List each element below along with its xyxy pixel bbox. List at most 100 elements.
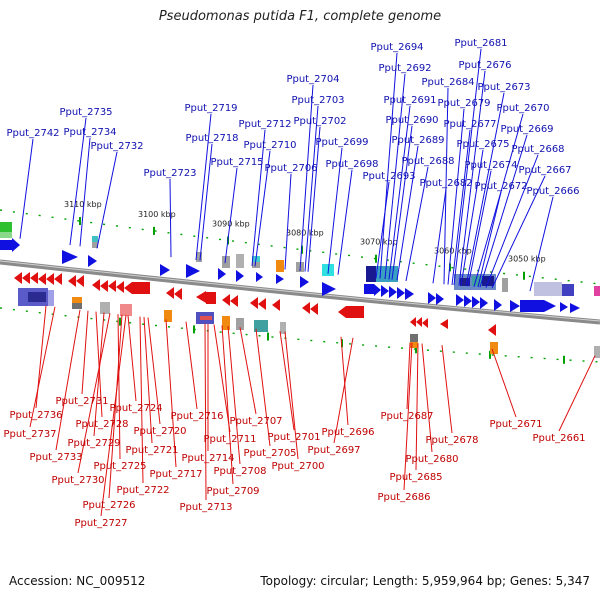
- gene-label-forward[interactable]: Pput_2675: [456, 139, 509, 150]
- feature-block[interactable]: [72, 303, 82, 309]
- feature-block[interactable]: [502, 278, 508, 292]
- feature-block[interactable]: [48, 290, 54, 306]
- gene-label-forward[interactable]: Pput_2704: [286, 74, 339, 85]
- gene-label-reverse[interactable]: Pput_2720: [133, 426, 186, 437]
- gene-arrow-fwd[interactable]: [160, 264, 170, 276]
- gene-label-forward[interactable]: Pput_2672: [474, 181, 527, 192]
- gene-label-reverse[interactable]: Pput_2680: [405, 454, 458, 465]
- gene-label-reverse[interactable]: Pput_2707: [229, 416, 282, 427]
- gene-label-reverse[interactable]: Pput_2730: [51, 475, 104, 486]
- gene-arrow-rev[interactable]: [302, 302, 310, 314]
- feature-block[interactable]: [222, 316, 230, 330]
- gene-label-reverse[interactable]: Pput_2727: [74, 518, 127, 529]
- gene-label-forward[interactable]: Pput_2703: [291, 95, 344, 106]
- gene-label-reverse[interactable]: Pput_2696: [321, 427, 374, 438]
- gene-label-reverse[interactable]: Pput_2686: [377, 492, 430, 503]
- gene-arrow-rev[interactable]: [116, 281, 124, 293]
- feature-block[interactable]: [276, 260, 284, 272]
- gene-arrow-fwd[interactable]: [520, 300, 544, 312]
- gene-arrow-rev[interactable]: [416, 317, 422, 327]
- gene-label-forward[interactable]: Pput_2734: [63, 127, 116, 138]
- feature-block[interactable]: [92, 236, 98, 242]
- gene-label-reverse[interactable]: Pput_2701: [267, 432, 320, 443]
- feature-block[interactable]: [534, 282, 562, 296]
- gene-label-forward[interactable]: Pput_2735: [59, 107, 112, 118]
- gene-label-reverse[interactable]: Pput_2724: [109, 403, 162, 414]
- gene-label-forward[interactable]: Pput_2676: [458, 60, 511, 71]
- gene-label-reverse[interactable]: Pput_2716: [170, 411, 223, 422]
- gene-arrow-rev[interactable]: [346, 306, 364, 318]
- gene-label-forward[interactable]: Pput_2673: [477, 82, 530, 93]
- gene-arrow-fwd[interactable]: [256, 272, 263, 282]
- gene-arrow-rev[interactable]: [22, 272, 30, 284]
- gene-label-reverse[interactable]: Pput_2671: [489, 419, 542, 430]
- gene-label-forward[interactable]: Pput_2715: [210, 157, 263, 168]
- gene-label-reverse[interactable]: Pput_2725: [93, 461, 146, 472]
- gene-label-forward[interactable]: Pput_2690: [385, 115, 438, 126]
- gene-arrow-rev[interactable]: [68, 275, 76, 287]
- gene-arrow-fwd[interactable]: [480, 297, 488, 309]
- feature-block[interactable]: [28, 292, 46, 302]
- gene-arrow-rev[interactable]: [440, 319, 448, 329]
- gene-label-reverse[interactable]: Pput_2685: [389, 472, 442, 483]
- gene-label-reverse[interactable]: Pput_2714: [181, 453, 234, 464]
- gene-arrow-rev[interactable]: [196, 291, 206, 303]
- gene-label-reverse[interactable]: Pput_2661: [532, 433, 585, 444]
- gene-label-forward[interactable]: Pput_2668: [511, 144, 564, 155]
- gene-arrow-fwd[interactable]: [236, 270, 244, 282]
- feature-block[interactable]: [72, 297, 82, 303]
- gene-label-reverse[interactable]: Pput_2733: [29, 452, 82, 463]
- gene-label-forward[interactable]: Pput_2674: [464, 160, 517, 171]
- gene-label-reverse[interactable]: Pput_2737: [3, 429, 56, 440]
- gene-label-forward[interactable]: Pput_2688: [401, 156, 454, 167]
- gene-label-forward[interactable]: Pput_2689: [391, 135, 444, 146]
- gene-arrow-fwd[interactable]: [12, 238, 20, 252]
- gene-arrow-rev[interactable]: [250, 297, 258, 309]
- gene-label-forward[interactable]: Pput_2677: [443, 119, 496, 130]
- gene-label-forward[interactable]: Pput_2691: [383, 95, 436, 106]
- gene-arrow-rev[interactable]: [206, 292, 216, 304]
- gene-arrow-fwd[interactable]: [300, 276, 309, 288]
- gene-label-reverse[interactable]: Pput_2736: [9, 410, 62, 421]
- gene-label-forward[interactable]: Pput_2710: [243, 140, 296, 151]
- gene-label-reverse[interactable]: Pput_2700: [271, 461, 324, 472]
- gene-label-reverse[interactable]: Pput_2678: [425, 435, 478, 446]
- feature-block[interactable]: [366, 266, 376, 282]
- gene-arrow-rev[interactable]: [166, 287, 174, 299]
- gene-arrow-fwd[interactable]: [510, 300, 520, 312]
- gene-arrow-rev[interactable]: [100, 280, 108, 292]
- gene-arrow-rev[interactable]: [222, 294, 230, 306]
- feature-block[interactable]: [0, 222, 12, 232]
- gene-arrow-fwd[interactable]: [276, 274, 284, 284]
- gene-label-forward[interactable]: Pput_2712: [238, 119, 291, 130]
- gene-arrow-fwd[interactable]: [186, 264, 200, 278]
- gene-arrow-fwd[interactable]: [62, 250, 78, 264]
- gene-label-forward[interactable]: Pput_2702: [293, 116, 346, 127]
- gene-label-reverse[interactable]: Pput_2708: [213, 466, 266, 477]
- feature-block[interactable]: [200, 316, 212, 320]
- gene-arrow-rev[interactable]: [92, 279, 100, 291]
- feature-block[interactable]: [100, 302, 110, 314]
- gene-label-forward[interactable]: Pput_2669: [500, 124, 553, 135]
- feature-block[interactable]: [562, 284, 574, 296]
- gene-arrow-rev[interactable]: [410, 317, 416, 327]
- gene-arrow-rev[interactable]: [54, 273, 62, 285]
- gene-label-forward[interactable]: Pput_2699: [315, 137, 368, 148]
- gene-arrow-rev[interactable]: [422, 318, 428, 328]
- gene-label-reverse[interactable]: Pput_2729: [67, 438, 120, 449]
- gene-label-reverse[interactable]: Pput_2721: [125, 445, 178, 456]
- gene-arrow-fwd[interactable]: [389, 286, 397, 298]
- feature-block[interactable]: [482, 276, 494, 286]
- gene-arrow-fwd[interactable]: [397, 287, 405, 299]
- gene-arrow-fwd[interactable]: [405, 288, 414, 300]
- gene-arrow-rev[interactable]: [310, 303, 318, 315]
- gene-arrow-fwd[interactable]: [570, 303, 580, 313]
- gene-label-forward[interactable]: Pput_2684: [421, 77, 474, 88]
- gene-arrow-rev[interactable]: [132, 282, 150, 294]
- gene-arrow-fwd[interactable]: [364, 284, 374, 294]
- gene-arrow-rev[interactable]: [230, 295, 238, 307]
- gene-arrow-rev[interactable]: [272, 299, 280, 311]
- gene-arrow-rev[interactable]: [258, 298, 266, 310]
- gene-arrow-fwd[interactable]: [428, 292, 436, 304]
- gene-label-reverse[interactable]: Pput_2717: [149, 469, 202, 480]
